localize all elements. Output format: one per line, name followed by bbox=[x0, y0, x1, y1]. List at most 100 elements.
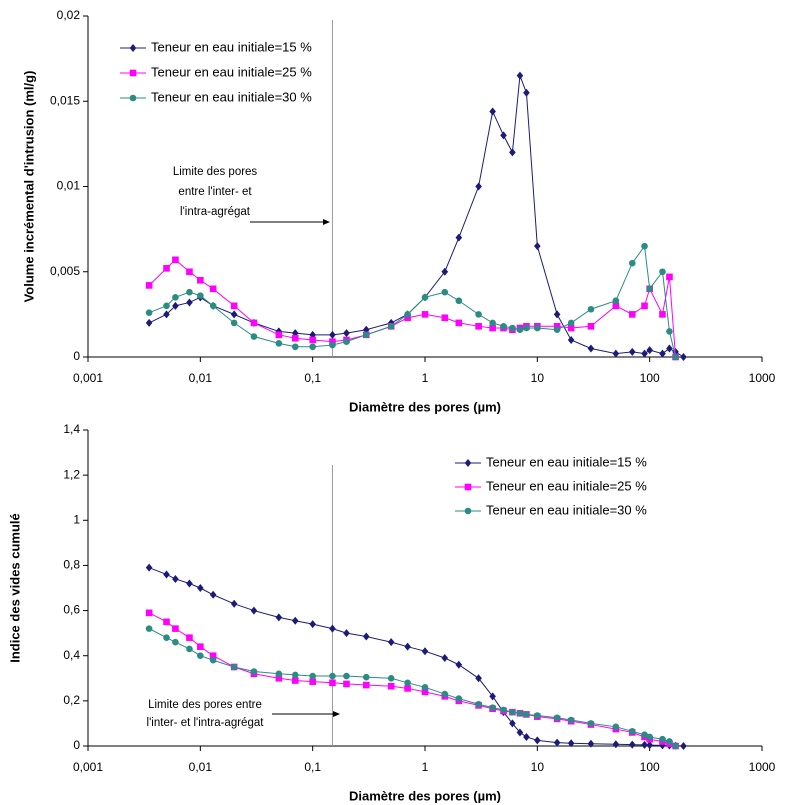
arrow-head bbox=[333, 711, 340, 717]
marker bbox=[343, 680, 350, 688]
marker bbox=[343, 338, 350, 345]
marker bbox=[587, 720, 595, 727]
annotation-text: Limite des pores entre bbox=[148, 699, 262, 711]
marker bbox=[291, 343, 299, 351]
marker bbox=[230, 302, 238, 310]
marker bbox=[145, 309, 153, 316]
marker bbox=[163, 618, 170, 626]
marker bbox=[329, 338, 336, 345]
marker bbox=[628, 259, 636, 267]
marker bbox=[250, 319, 258, 327]
marker bbox=[209, 590, 217, 599]
x-tick-label: 10 bbox=[531, 760, 545, 774]
marker bbox=[329, 341, 336, 349]
marker bbox=[163, 570, 170, 579]
marker bbox=[441, 288, 449, 296]
marker bbox=[309, 672, 316, 680]
x-tick-label: 1000 bbox=[749, 760, 776, 774]
marker bbox=[489, 704, 496, 711]
marker bbox=[612, 302, 620, 310]
x-tick-label: 1 bbox=[422, 760, 429, 774]
marker bbox=[666, 328, 673, 335]
marker bbox=[197, 643, 204, 650]
marker bbox=[659, 349, 666, 358]
marker bbox=[291, 616, 299, 625]
x-tick-label: 0,001 bbox=[73, 760, 103, 774]
marker bbox=[489, 319, 496, 327]
marker bbox=[455, 233, 463, 242]
marker bbox=[230, 663, 238, 671]
marker bbox=[275, 674, 283, 682]
x-tick-label: 100 bbox=[640, 760, 660, 774]
marker bbox=[362, 632, 370, 641]
marker bbox=[387, 323, 395, 330]
legend-marker bbox=[129, 69, 137, 77]
marker bbox=[309, 336, 316, 344]
marker bbox=[641, 731, 648, 739]
x-tick-label: 1000 bbox=[749, 371, 776, 385]
marker bbox=[387, 682, 395, 690]
marker bbox=[309, 620, 316, 629]
marker bbox=[489, 324, 496, 332]
marker bbox=[553, 326, 561, 334]
marker bbox=[641, 349, 648, 358]
legend-label: Teneur en eau initiale=30 % bbox=[151, 89, 312, 104]
annotation-text: Limite des pores bbox=[173, 166, 258, 178]
marker bbox=[509, 708, 516, 716]
marker bbox=[197, 652, 204, 660]
marker bbox=[509, 719, 516, 728]
marker bbox=[628, 728, 636, 735]
marker bbox=[186, 298, 193, 307]
marker bbox=[475, 674, 482, 683]
marker bbox=[172, 574, 179, 583]
marker bbox=[145, 625, 153, 632]
legend-marker bbox=[464, 507, 472, 515]
legend-label: Teneur en eau initiale=15 % bbox=[486, 454, 647, 469]
marker bbox=[291, 677, 299, 684]
marker bbox=[523, 324, 530, 332]
marker bbox=[659, 741, 666, 750]
x-tick-label: 0,001 bbox=[73, 371, 103, 385]
marker bbox=[455, 297, 463, 305]
marker bbox=[523, 711, 530, 718]
marker bbox=[275, 331, 283, 339]
marker bbox=[362, 331, 370, 339]
marker bbox=[421, 311, 429, 318]
marker bbox=[509, 148, 516, 157]
marker bbox=[329, 330, 336, 339]
marker bbox=[612, 740, 620, 749]
marker bbox=[209, 285, 217, 293]
marker bbox=[659, 268, 666, 276]
legend-label: Teneur en eau initiale=30 % bbox=[486, 502, 647, 517]
marker bbox=[441, 690, 449, 698]
marker bbox=[516, 71, 524, 80]
marker bbox=[145, 609, 153, 617]
marker bbox=[567, 739, 575, 748]
marker bbox=[553, 714, 561, 722]
marker bbox=[523, 732, 530, 741]
marker bbox=[534, 242, 541, 251]
marker bbox=[666, 273, 673, 281]
x-axis-title: Diamètre des pores (µm) bbox=[349, 399, 501, 414]
y-tick-label: 1,2 bbox=[63, 467, 80, 481]
x-tick-label: 0,01 bbox=[189, 760, 213, 774]
marker bbox=[587, 739, 595, 748]
marker bbox=[489, 107, 496, 116]
marker bbox=[455, 319, 463, 327]
marker bbox=[186, 268, 193, 276]
marker bbox=[641, 302, 648, 310]
marker bbox=[534, 736, 541, 745]
marker bbox=[186, 579, 193, 588]
marker bbox=[500, 131, 507, 140]
y-tick-label: 0,6 bbox=[63, 603, 80, 617]
marker bbox=[172, 638, 179, 646]
marker bbox=[680, 353, 687, 361]
annotation-text: entre l'inter- et bbox=[178, 186, 252, 198]
marker bbox=[404, 314, 411, 322]
marker bbox=[275, 613, 283, 622]
marker bbox=[628, 740, 636, 749]
marker bbox=[329, 672, 336, 680]
marker bbox=[641, 740, 648, 749]
chart: 0 0,2 0,4 0,6 0,8 1 1,2 1,4 0,001 0,01 0,1 1 10 100 10… bbox=[7, 422, 775, 803]
